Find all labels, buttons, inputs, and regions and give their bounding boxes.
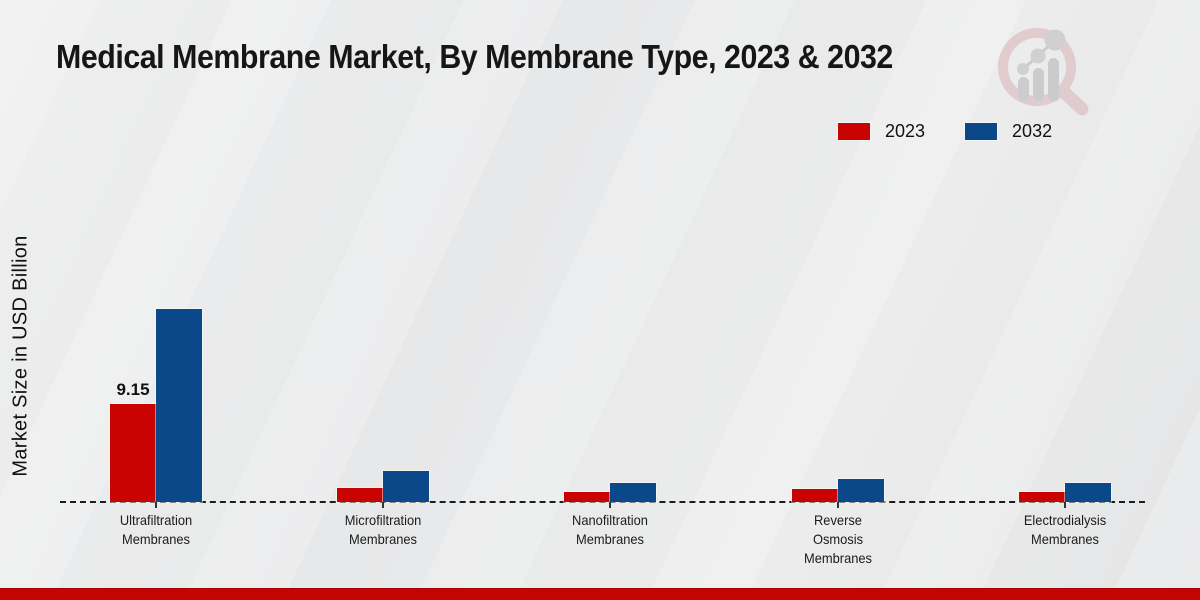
x-axis-line xyxy=(60,501,1145,503)
legend-item-2023: 2023 xyxy=(838,121,925,142)
logo-dot-medium xyxy=(1030,48,1046,64)
bar-2032-category-2 xyxy=(610,482,656,502)
x-category-label: Electrodialysis Membranes xyxy=(1023,512,1107,547)
bar-2023-category-4 xyxy=(1019,491,1065,502)
legend: 2023 2032 xyxy=(838,121,1052,142)
bar-2032-category-0 xyxy=(156,309,202,502)
magnifier-handle xyxy=(1056,84,1089,116)
logo-trend-line xyxy=(1022,38,1057,71)
legend-swatch-2023 xyxy=(838,123,870,140)
bar-2023-category-3 xyxy=(792,488,838,502)
bar-2023-category-1 xyxy=(337,488,383,502)
logo-bar-small xyxy=(1018,77,1029,101)
bar-2023-category-0 xyxy=(110,404,156,502)
brand-watermark-magnifier-icon xyxy=(998,28,1089,116)
chart-title: Medical Membrane Market, By Membrane Typ… xyxy=(56,38,893,75)
legend-item-2032: 2032 xyxy=(965,121,1052,142)
magnifier-ring xyxy=(998,28,1076,106)
x-axis-tick xyxy=(155,502,157,508)
bar-2032-category-4 xyxy=(1065,482,1111,502)
x-axis-tick xyxy=(837,502,839,508)
legend-label-2032: 2032 xyxy=(1012,121,1053,141)
x-axis-tick xyxy=(382,502,384,508)
x-category-label: Microfiltration Membranes xyxy=(344,512,422,547)
bar-value-label: 9.15 xyxy=(116,380,150,399)
legend-swatch-2032 xyxy=(965,123,998,140)
bar-2023-category-2 xyxy=(564,491,610,502)
logo-dot-small xyxy=(1017,63,1029,75)
bar-2032-category-1 xyxy=(383,470,429,502)
x-axis-tick xyxy=(1064,502,1066,508)
x-category-label: Ultrafiltration Membranes xyxy=(119,512,193,547)
footer-accent-bar xyxy=(0,588,1200,600)
x-category-label: Nanofiltration Membranes xyxy=(572,512,648,547)
logo-bar-large xyxy=(1048,58,1059,101)
legend-label-2023: 2023 xyxy=(885,121,926,141)
logo-bar-medium xyxy=(1033,68,1044,101)
x-category-label: Reverse Osmosis Membranes xyxy=(803,512,872,566)
bar-2032-category-3 xyxy=(838,478,884,502)
x-axis-tick xyxy=(609,502,611,508)
logo-dot-large xyxy=(1044,29,1066,51)
